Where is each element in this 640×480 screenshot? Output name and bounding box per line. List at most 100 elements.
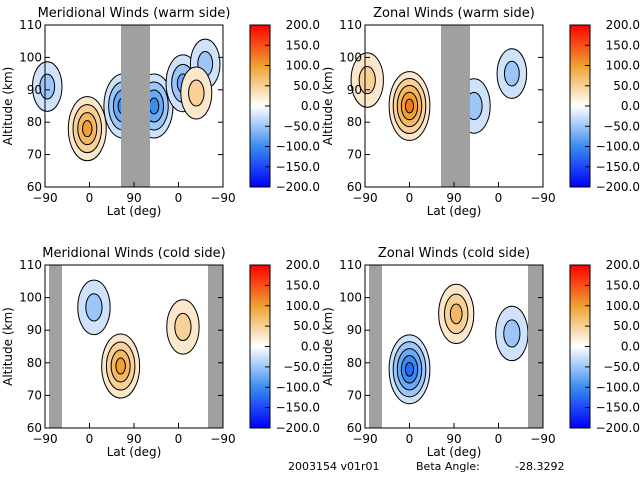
colorbar-tick-label: −100.0: [596, 380, 640, 394]
colorbar-tick-label: 100.0: [286, 299, 320, 313]
contour-3-0-3: [115, 357, 126, 375]
missing-data-mask: [208, 265, 223, 428]
beta-angle-value: -28.3292: [515, 460, 565, 473]
contour-2-3-1: [358, 65, 376, 95]
x-axis-label: Lat (deg): [107, 445, 162, 459]
colorbar-tick-label: −150.0: [276, 401, 320, 415]
colorbar-tick-label: −50.0: [283, 360, 320, 374]
colorbar-tick-label: 200.0: [286, 258, 320, 272]
y-tick-label: 90: [347, 323, 362, 337]
colorbar-tick-label: −50.0: [603, 119, 640, 133]
colorbar-tick-label: 100.0: [286, 59, 320, 73]
x-tick-label: −90: [530, 432, 555, 446]
y-axis-label: Altitude (km): [1, 67, 15, 146]
y-axis-label: Altitude (km): [321, 307, 335, 386]
contour-2-0-4: [404, 98, 415, 114]
colorbar-tick-label: 0.0: [301, 340, 320, 354]
colorbar-tick-label: 100.0: [606, 59, 640, 73]
x-axis-label: Lat (deg): [107, 204, 162, 218]
colorbar-tick-label: −200.0: [276, 180, 320, 194]
colorbar-tick-label: −150.0: [596, 401, 640, 415]
contour-1-5-1: [188, 79, 205, 107]
y-tick-label: 60: [27, 421, 42, 435]
contour-4-2-1: [503, 319, 521, 348]
panel-2: [350, 24, 591, 188]
colorbar-tick-label: 50.0: [613, 319, 640, 333]
x-tick-label: 0: [175, 432, 183, 446]
y-tick-label: 70: [27, 148, 42, 162]
y-tick-label: 70: [347, 148, 362, 162]
y-tick-label: 110: [339, 18, 362, 32]
y-axis-label: Altitude (km): [1, 307, 15, 386]
colorbar-tick-label: 100.0: [606, 299, 640, 313]
panel-1: [31, 24, 271, 188]
colorbar-tick-label: 0.0: [301, 99, 320, 113]
colorbar-tick-label: −200.0: [276, 421, 320, 435]
colorbar-tick-label: −100.0: [596, 140, 640, 154]
colorbar-tick-label: 200.0: [286, 18, 320, 32]
contour-1-2-3: [148, 97, 160, 115]
colorbar-tick-label: 150.0: [606, 278, 640, 292]
x-tick-label: 90: [126, 432, 141, 446]
colorbar-tick-label: 150.0: [286, 278, 320, 292]
chart-title: Zonal Winds (warm side): [373, 6, 535, 21]
missing-data-mask: [528, 265, 543, 428]
x-axis-label: Lat (deg): [427, 204, 482, 218]
y-tick-label: 80: [347, 115, 362, 129]
contour-2-2-1: [503, 60, 520, 87]
colorbar-tick-label: 150.0: [286, 38, 320, 52]
x-tick-label: 0: [495, 432, 503, 446]
colorbar-tick-label: −100.0: [276, 380, 320, 394]
chart-title: Zonal Winds (cold side): [378, 246, 530, 261]
y-tick-label: 60: [347, 180, 362, 194]
missing-data-mask: [49, 265, 62, 428]
missing-data-mask: [369, 265, 382, 428]
y-tick-label: 110: [19, 18, 42, 32]
x-tick-label: 0: [86, 432, 94, 446]
x-tick-label: −90: [32, 191, 57, 205]
x-tick-label: −90: [210, 432, 235, 446]
x-tick-label: 0: [406, 432, 414, 446]
colorbar-tick-label: −50.0: [283, 119, 320, 133]
colorbar-tick-label: 150.0: [606, 38, 640, 52]
colorbar-tick-label: −200.0: [596, 180, 640, 194]
x-tick-label: 0: [406, 191, 414, 205]
colorbar-tick-label: −100.0: [276, 140, 320, 154]
y-tick-label: 90: [27, 83, 42, 97]
contour-1-6-1: [39, 73, 56, 100]
x-tick-label: −90: [352, 432, 377, 446]
y-tick-label: 80: [347, 356, 362, 370]
colorbar-tick-label: 0.0: [621, 340, 640, 354]
x-tick-label: −90: [32, 432, 57, 446]
x-tick-label: −90: [210, 191, 235, 205]
y-tick-label: 70: [27, 388, 42, 402]
x-tick-label: −90: [352, 191, 377, 205]
contour-4-1-2: [449, 303, 463, 325]
y-tick-label: 100: [339, 50, 362, 64]
colorbar-tick-label: 0.0: [621, 99, 640, 113]
contour-3-2-1: [174, 312, 192, 342]
colorbar-tick-label: 200.0: [606, 258, 640, 272]
colorbar-tick-label: −50.0: [603, 360, 640, 374]
panel-4: [364, 264, 591, 429]
contour-3-1-1: [85, 293, 103, 322]
panel-3: [44, 264, 271, 429]
y-tick-label: 60: [347, 421, 362, 435]
y-tick-label: 110: [19, 258, 42, 272]
contour-1-0-3: [82, 120, 93, 138]
y-axis-label: Altitude (km): [321, 67, 335, 146]
x-tick-label: 0: [175, 191, 183, 205]
y-tick-label: 110: [339, 258, 362, 272]
colorbar-tick-label: 50.0: [293, 79, 320, 93]
x-tick-label: 0: [86, 191, 94, 205]
x-tick-label: −90: [530, 191, 555, 205]
y-tick-label: 90: [347, 83, 362, 97]
x-tick-label: 90: [446, 432, 461, 446]
colorbar-tick-label: −200.0: [596, 421, 640, 435]
x-tick-label: 90: [126, 191, 141, 205]
y-tick-label: 70: [347, 388, 362, 402]
y-tick-label: 90: [27, 323, 42, 337]
x-tick-label: 90: [446, 191, 461, 205]
x-axis-label: Lat (deg): [427, 445, 482, 459]
